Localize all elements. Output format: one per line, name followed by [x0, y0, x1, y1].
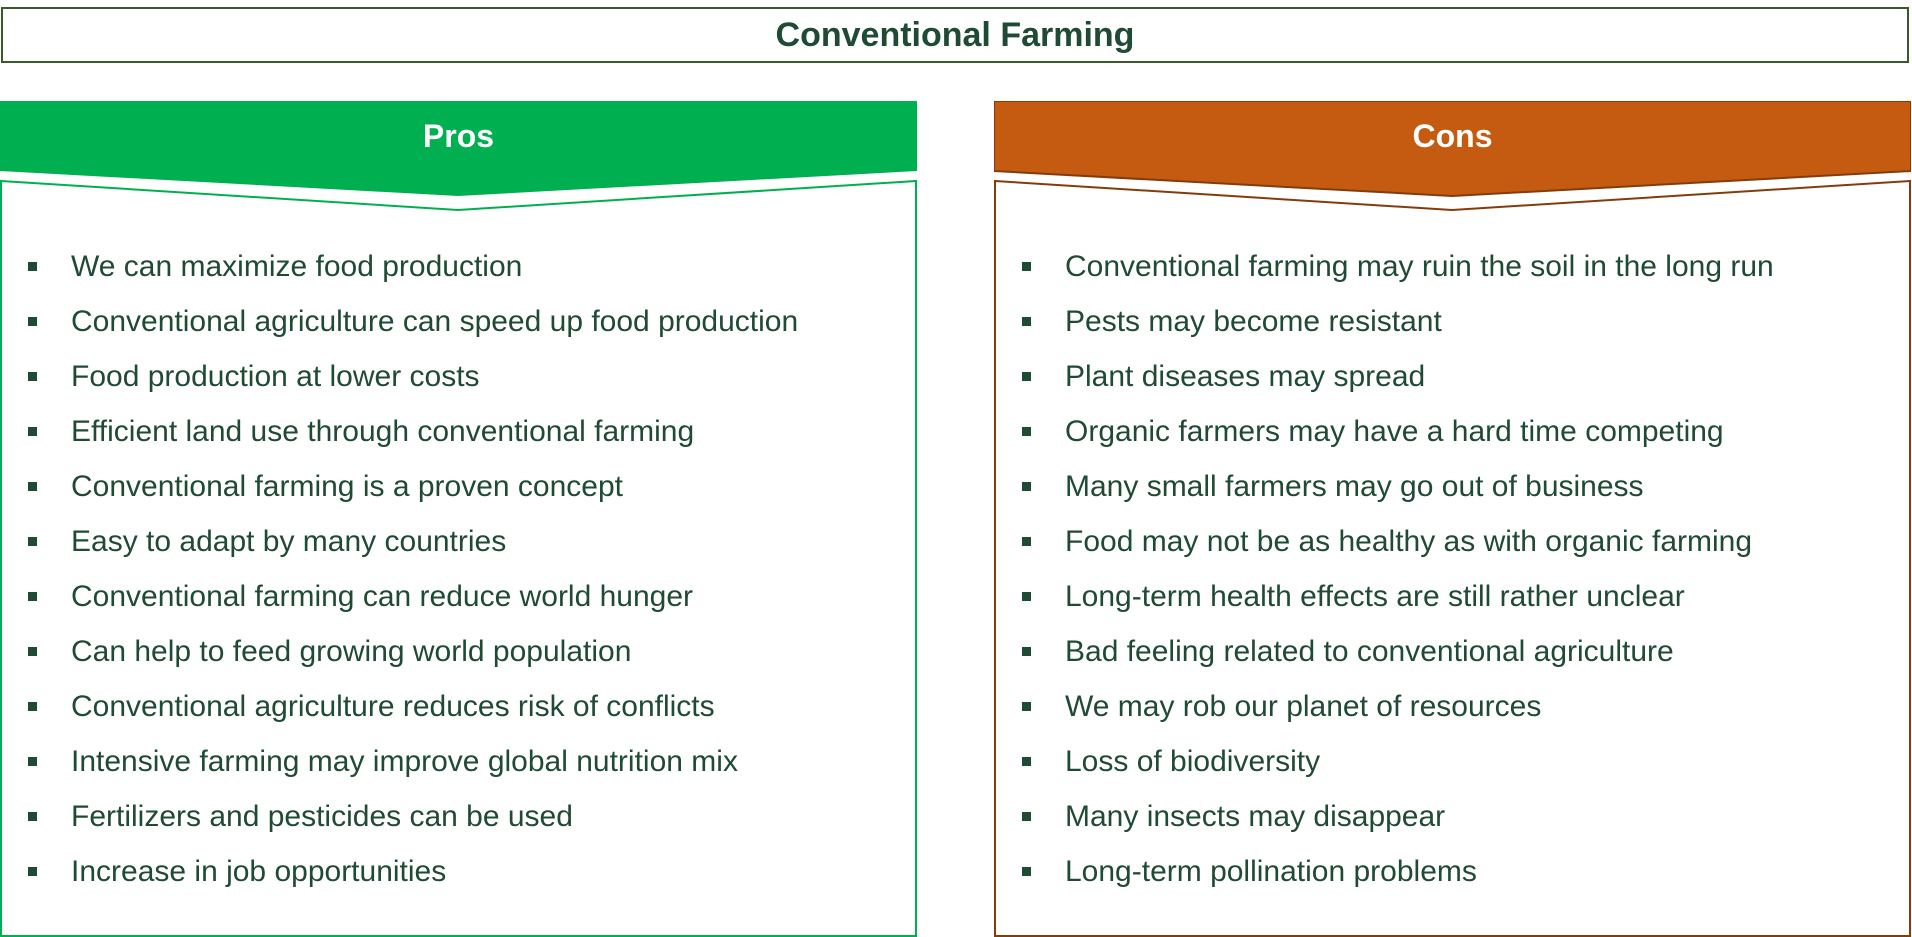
cons-item-text: Bad feeling related to conventional agri…	[1065, 635, 1674, 668]
cons-list-item: We may rob our planet of resources	[994, 679, 1911, 734]
bullet-icon	[28, 812, 37, 821]
page-title: Conventional Farming	[775, 15, 1135, 54]
cons-list-item: Bad feeling related to conventional agri…	[994, 624, 1911, 679]
pros-item-text: Increase in job opportunities	[71, 855, 447, 888]
bullet-icon	[1022, 757, 1031, 766]
bullet-icon	[28, 537, 37, 546]
bullet-icon	[1022, 867, 1031, 876]
pros-item-text: We can maximize food production	[71, 250, 523, 283]
pros-item-text: Easy to adapt by many countries	[71, 525, 507, 558]
cons-item-text: Organic farmers may have a hard time com…	[1065, 415, 1724, 448]
pros-list-item: Conventional agriculture can speed up fo…	[0, 294, 917, 349]
bullet-icon	[28, 372, 37, 381]
cons-list-item: Long-term pollination problems	[994, 844, 1911, 899]
pros-list: We can maximize food production Conventi…	[0, 239, 917, 899]
pros-list-item: Conventional farming can reduce world hu…	[0, 569, 917, 624]
cons-item-text: Long-term health effects are still rathe…	[1065, 580, 1685, 613]
bullet-icon	[1022, 537, 1031, 546]
pros-item-text: Conventional farming can reduce world hu…	[71, 580, 694, 613]
pros-item-text: Efficient land use through conventional …	[71, 415, 695, 448]
pros-list-item: Can help to feed growing world populatio…	[0, 624, 917, 679]
bullet-icon	[1022, 647, 1031, 656]
pros-item-text: Can help to feed growing world populatio…	[71, 635, 632, 668]
bullet-icon	[1022, 592, 1031, 601]
bullet-icon	[28, 592, 37, 601]
cons-list: Conventional farming may ruin the soil i…	[994, 239, 1911, 899]
pros-list-item: Easy to adapt by many countries	[0, 514, 917, 569]
bullet-icon	[28, 867, 37, 876]
cons-body-border	[994, 179, 1911, 937]
bullet-icon	[1022, 317, 1031, 326]
cons-list-item: Plant diseases may spread	[994, 349, 1911, 404]
pros-panel-shape	[0, 101, 917, 937]
cons-item-text: Many small farmers may go out of busines…	[1065, 470, 1644, 503]
pros-list-item: Conventional agriculture reduces risk of…	[0, 679, 917, 734]
pros-list-item: Fertilizers and pesticides can be used	[0, 789, 917, 844]
cons-list-item: Long-term health effects are still rathe…	[994, 569, 1911, 624]
bullet-icon	[28, 427, 37, 436]
cons-item-text: We may rob our planet of resources	[1065, 690, 1542, 723]
bullet-icon	[28, 482, 37, 491]
bullet-icon	[1022, 262, 1031, 271]
bullet-icon	[28, 262, 37, 271]
cons-item-text: Pests may become resistant	[1065, 305, 1442, 338]
cons-list-item: Pests may become resistant	[994, 294, 1911, 349]
cons-panel-shape	[994, 101, 1911, 937]
pros-item-text: Conventional agriculture reduces risk of…	[71, 690, 715, 723]
cons-item-text: Food may not be as healthy as with organ…	[1065, 525, 1753, 558]
cons-list-item: Conventional farming may ruin the soil i…	[994, 239, 1911, 294]
cons-item-text: Many insects may disappear	[1065, 800, 1446, 833]
title-box: Conventional Farming	[1, 7, 1909, 63]
pros-panel: Pros We can maximize food production Con…	[0, 101, 917, 937]
pros-list-item: We can maximize food production	[0, 239, 917, 294]
pros-item-text: Conventional farming is a proven concept	[71, 470, 623, 503]
cons-header-shape	[994, 101, 1911, 198]
cons-list-item: Loss of biodiversity	[994, 734, 1911, 789]
bullet-icon	[1022, 482, 1031, 491]
cons-item-text: Long-term pollination problems	[1065, 855, 1477, 888]
bullet-icon	[28, 702, 37, 711]
cons-list-item: Many small farmers may go out of busines…	[994, 459, 1911, 514]
pros-list-item: Efficient land use through conventional …	[0, 404, 917, 459]
cons-list-item: Organic farmers may have a hard time com…	[994, 404, 1911, 459]
bullet-icon	[1022, 702, 1031, 711]
pros-item-text: Intensive farming may improve global nut…	[71, 745, 738, 778]
cons-list-item: Food may not be as healthy as with organ…	[994, 514, 1911, 569]
cons-header-label: Cons	[1412, 117, 1493, 154]
pros-list-item: Increase in job opportunities	[0, 844, 917, 899]
bullet-icon	[1022, 427, 1031, 436]
bullet-icon	[1022, 372, 1031, 381]
cons-panel: Cons Conventional farming may ruin the s…	[994, 101, 1911, 937]
bullet-icon	[28, 647, 37, 656]
pros-item-text: Fertilizers and pesticides can be used	[71, 800, 573, 833]
pros-list-item: Conventional farming is a proven concept	[0, 459, 917, 514]
bullet-icon	[28, 757, 37, 766]
bullet-icon	[28, 317, 37, 326]
pros-item-text: Conventional agriculture can speed up fo…	[71, 305, 799, 338]
pros-header-shape	[0, 101, 917, 196]
cons-item-text: Conventional farming may ruin the soil i…	[1065, 250, 1774, 283]
pros-item-text: Food production at lower costs	[71, 360, 480, 393]
cons-item-text: Loss of biodiversity	[1065, 745, 1321, 778]
pros-list-item: Food production at lower costs	[0, 349, 917, 404]
pros-body-border	[0, 179, 917, 937]
cons-item-text: Plant diseases may spread	[1065, 360, 1426, 393]
cons-list-item: Many insects may disappear	[994, 789, 1911, 844]
bullet-icon	[1022, 812, 1031, 821]
pros-list-item: Intensive farming may improve global nut…	[0, 734, 917, 789]
pros-header-label: Pros	[422, 117, 495, 154]
